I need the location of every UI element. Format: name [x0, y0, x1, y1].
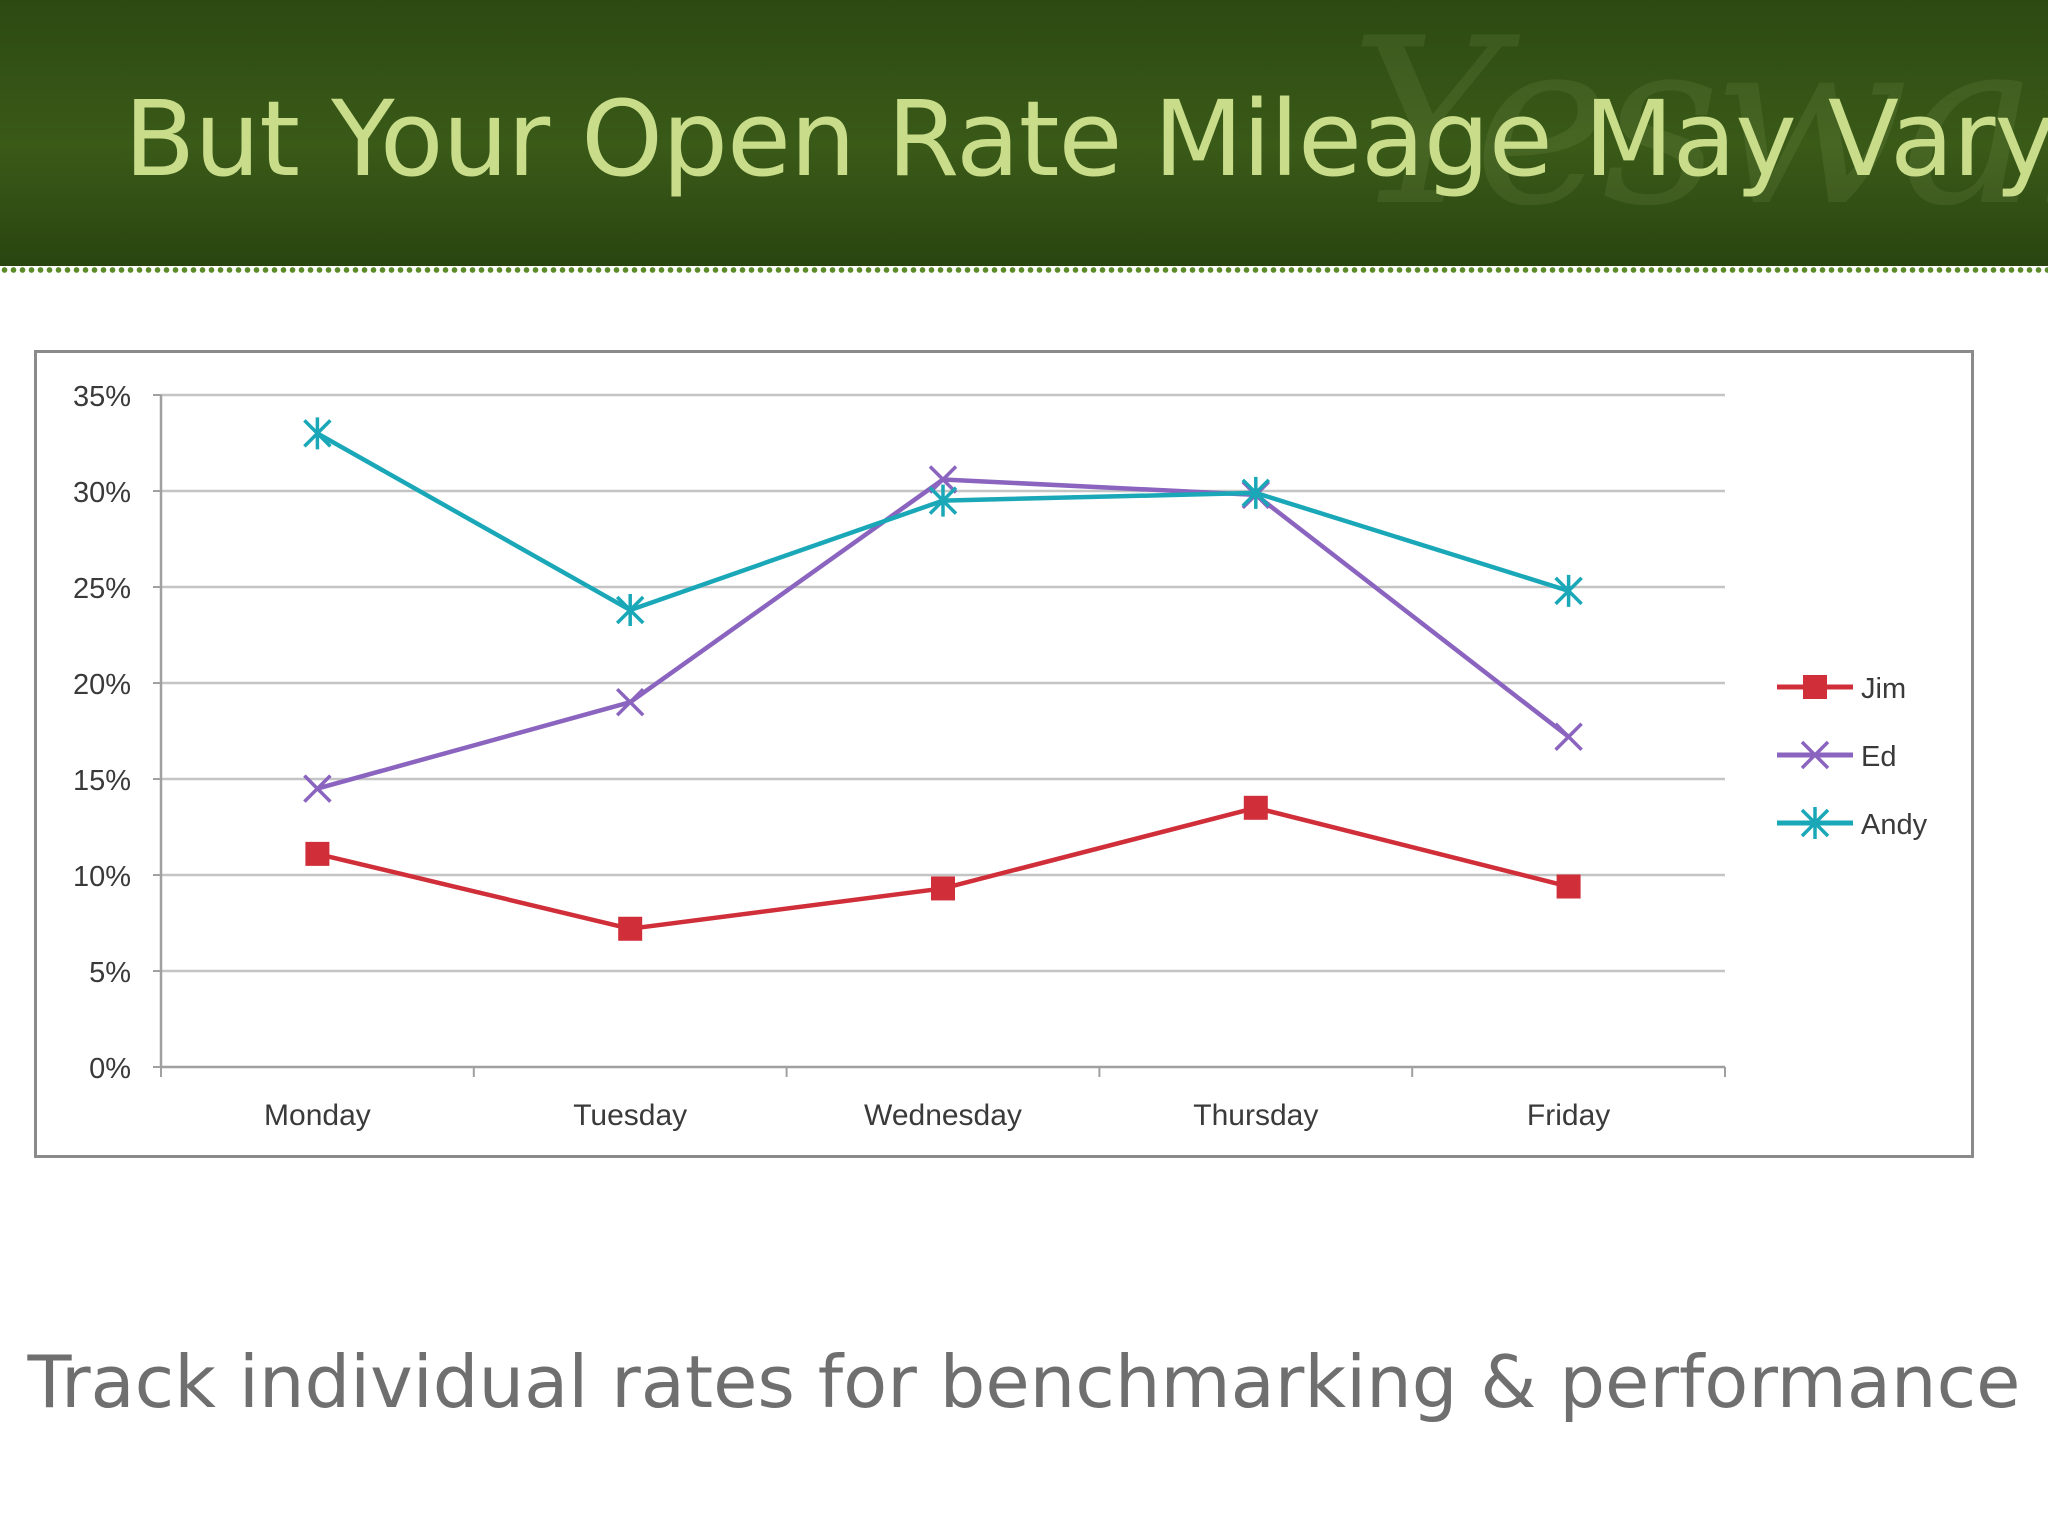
- data-point-marker: [1554, 574, 1583, 607]
- series-line: [316, 431, 1570, 613]
- legend: Jim Ed Andy: [1777, 673, 1928, 841]
- slide-subtitle: Track individual rates for benchmarking …: [27, 1340, 2021, 1424]
- data-point-marker: [615, 594, 645, 627]
- x-tick-label: Friday: [1527, 1099, 1610, 1132]
- data-point-marker: [305, 841, 330, 866]
- legend-label: Ed: [1861, 741, 1896, 773]
- data-point-marker: [1800, 740, 1830, 770]
- y-tick-label: 30%: [73, 477, 131, 509]
- data-point-marker: [928, 484, 958, 517]
- series-jim: [305, 795, 1581, 941]
- line-chart: 0% 5% 10% 15% 20% 25% 30% 35% Monday Tuesday Wedne…: [73, 381, 1928, 1132]
- y-tick-label: 15%: [73, 765, 131, 797]
- data-point-marker: [931, 876, 955, 901]
- data-point-marker: [1800, 807, 1830, 839]
- brand-watermark: Yesware: [1350, 0, 2048, 257]
- axes: 0% 5% 10% 15% 20% 25% 30% 35% Monday Tuesday Wedne…: [73, 381, 1726, 1132]
- x-tick-label: Tuesday: [573, 1099, 687, 1132]
- series-andy: [303, 417, 1583, 627]
- x-tick-label: Wednesday: [864, 1099, 1022, 1132]
- series-line: [316, 477, 1570, 791]
- x-tick-label: Monday: [264, 1099, 371, 1132]
- header-dotted-border: [0, 266, 2048, 274]
- y-tick-label: 0%: [89, 1053, 131, 1085]
- slide-header: Yesware But Your Open Rate Mileage May V…: [0, 0, 2048, 266]
- series-ed: [303, 465, 1583, 803]
- y-tick-label: 35%: [73, 381, 131, 413]
- data-point-marker: [1554, 722, 1583, 751]
- data-point-marker: [615, 687, 645, 717]
- y-tick-label: 10%: [73, 861, 131, 893]
- data-point-marker: [1241, 476, 1271, 509]
- data-point-marker: [1803, 675, 1827, 699]
- data-point-marker: [618, 916, 643, 941]
- legend-label: Andy: [1861, 809, 1928, 841]
- slide-title: But Your Open Rate Mileage May Vary: [124, 78, 2048, 200]
- data-point-marker: [1243, 795, 1268, 820]
- legend-item-andy: Andy: [1777, 807, 1928, 841]
- data-point-marker: [303, 774, 332, 803]
- legend-item-jim: Jim: [1777, 673, 1906, 705]
- data-point-marker: [928, 465, 958, 494]
- data-point-marker: [303, 417, 332, 450]
- chart-frame: 0% 5% 10% 15% 20% 25% 30% 35% Monday Tuesday Wedne…: [34, 350, 1974, 1158]
- y-tick-label: 5%: [89, 957, 131, 989]
- y-tick-label: 25%: [73, 573, 131, 605]
- legend-item-ed: Ed: [1777, 740, 1896, 773]
- data-point-marker: [1556, 874, 1581, 899]
- y-tick-label: 20%: [73, 669, 131, 701]
- legend-label: Jim: [1861, 673, 1906, 705]
- series-line: [316, 805, 1570, 932]
- x-tick-label: Thursday: [1193, 1099, 1318, 1132]
- series: [303, 417, 1583, 941]
